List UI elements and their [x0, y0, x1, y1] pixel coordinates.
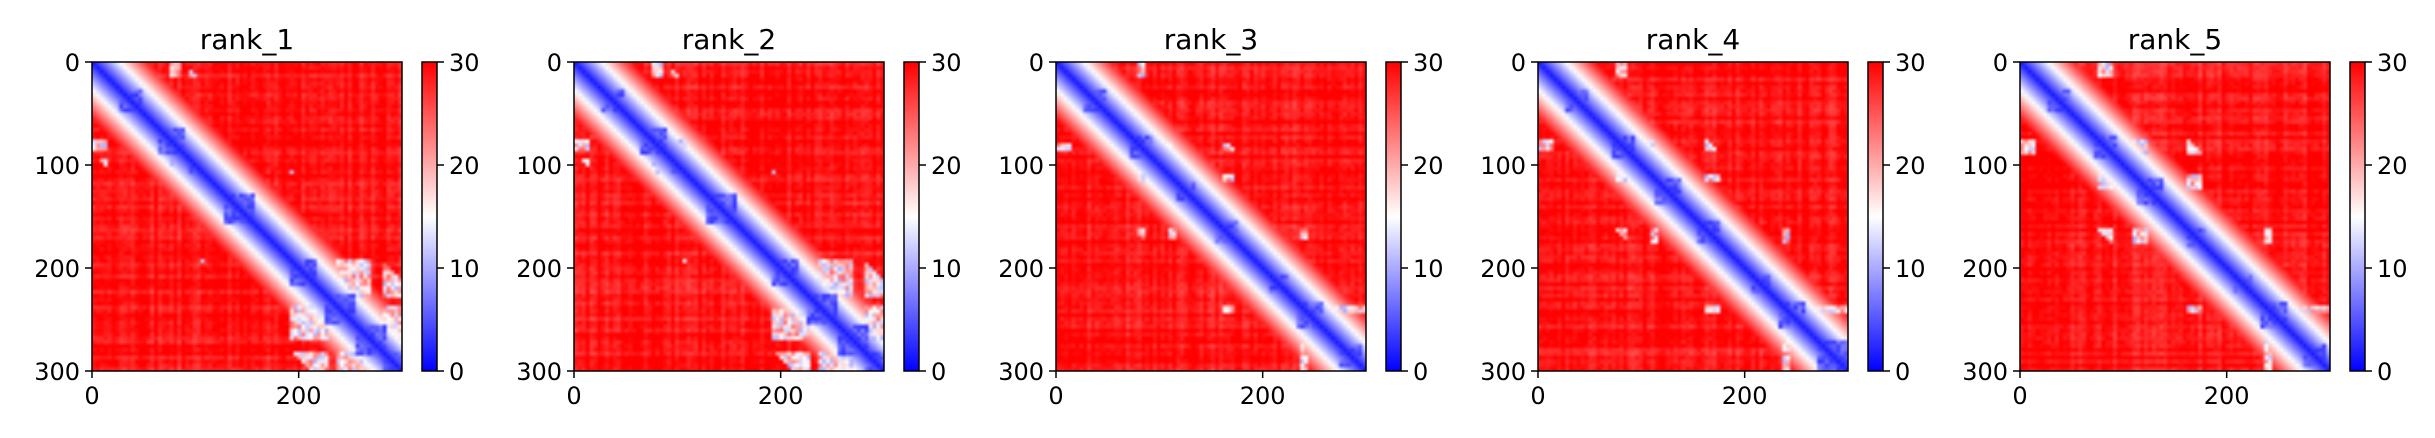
x-tick-label: 0: [2012, 382, 2027, 410]
panel-title: rank_3: [1164, 23, 1258, 56]
x-tick-label: 200: [1722, 382, 1768, 410]
y-tick-label: 0: [1993, 49, 2008, 77]
colorbar-tick-label: 30: [449, 49, 480, 77]
colorbar-tick-label: 10: [2377, 255, 2408, 283]
y-tick-label: 0: [547, 49, 562, 77]
colorbar-tick-label: 10: [449, 255, 480, 283]
colorbar-tick-label: 0: [2377, 358, 2392, 386]
plot-frame: [1537, 61, 1849, 372]
plot-frame: [573, 61, 885, 372]
colorbar-tick-label: 30: [931, 49, 962, 77]
x-tick-label: 0: [1048, 382, 1063, 410]
y-tick-label: 100: [516, 152, 562, 180]
colorbar-tick-label: 0: [931, 358, 946, 386]
colorbar-tick-label: 10: [931, 255, 962, 283]
y-tick-label: 200: [1480, 255, 1526, 283]
colorbar-tick-label: 20: [449, 152, 480, 180]
colorbar-tick-label: 30: [2377, 49, 2408, 77]
y-tick-label: 200: [34, 255, 80, 283]
panel-title: rank_2: [682, 23, 776, 56]
colorbar-tick-label: 30: [1413, 49, 1444, 77]
heatmap-image: [1538, 62, 1848, 371]
y-tick-label: 300: [998, 358, 1044, 386]
colorbar-tick-label: 0: [1895, 358, 1910, 386]
x-tick-label: 0: [566, 382, 581, 410]
x-tick-label: 200: [758, 382, 804, 410]
y-tick-label: 200: [1962, 255, 2008, 283]
colorbar-tick-label: 20: [1413, 152, 1444, 180]
y-tick-label: 100: [1480, 152, 1526, 180]
y-tick-label: 100: [1962, 152, 2008, 180]
colorbar-tick-label: 30: [1895, 49, 1926, 77]
x-tick-label: 200: [2204, 382, 2250, 410]
colorbar-tick-label: 0: [449, 358, 464, 386]
plot-frame: [2019, 61, 2331, 372]
panel-title: rank_5: [2128, 23, 2222, 56]
y-tick-label: 0: [1029, 49, 1044, 77]
panel-title: rank_1: [200, 23, 294, 56]
colorbar-tick-label: 10: [1895, 255, 1926, 283]
y-tick-label: 200: [516, 255, 562, 283]
heatmap-image: [2020, 62, 2330, 371]
colorbar: [1867, 61, 1884, 372]
y-tick-label: 300: [34, 358, 80, 386]
heatmap-image: [1056, 62, 1366, 371]
y-tick-label: 0: [65, 49, 80, 77]
colorbar: [903, 61, 920, 372]
y-tick-label: 300: [1480, 358, 1526, 386]
y-tick-label: 100: [34, 152, 80, 180]
y-tick-label: 200: [998, 255, 1044, 283]
x-tick-label: 0: [84, 382, 99, 410]
heatmap-image: [574, 62, 884, 371]
y-tick-label: 100: [998, 152, 1044, 180]
colorbar: [1385, 61, 1402, 372]
x-tick-label: 0: [1530, 382, 1545, 410]
colorbar-tick-label: 20: [1895, 152, 1926, 180]
x-tick-label: 200: [276, 382, 322, 410]
heatmap-image: [92, 62, 402, 371]
colorbar-tick-label: 20: [2377, 152, 2408, 180]
plot-frame: [1055, 61, 1367, 372]
colorbar-tick-label: 20: [931, 152, 962, 180]
colorbar-tick-label: 10: [1413, 255, 1444, 283]
x-tick-label: 200: [1240, 382, 1286, 410]
plot-frame: [91, 61, 403, 372]
y-tick-label: 300: [516, 358, 562, 386]
colorbar: [2349, 61, 2366, 372]
panel-title: rank_4: [1646, 23, 1740, 56]
colorbar: [421, 61, 438, 372]
y-tick-label: 0: [1511, 49, 1526, 77]
y-tick-label: 300: [1962, 358, 2008, 386]
colorbar-tick-label: 0: [1413, 358, 1428, 386]
